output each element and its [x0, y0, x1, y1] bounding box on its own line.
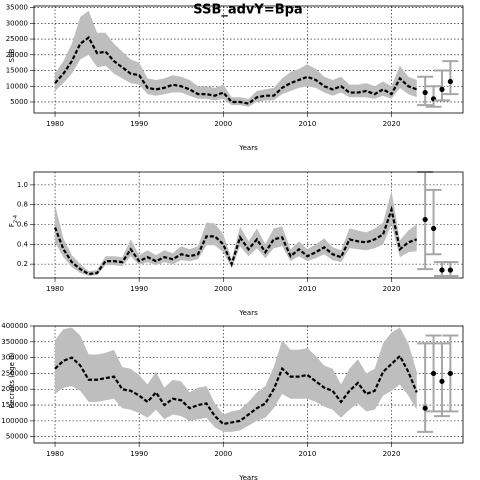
confidence-band — [55, 190, 417, 277]
y-tick-label: 0.8 — [17, 201, 28, 209]
y-axis-label: SSB — [8, 48, 16, 62]
x-tick-label: 2020 — [383, 450, 401, 458]
x-axis-label: Years — [238, 144, 258, 152]
x-tick-label: 1990 — [130, 120, 148, 128]
estimate-line — [54, 35, 418, 105]
x-tick-label: 1990 — [130, 285, 148, 293]
chart-title: SSB_advY=Bpa — [193, 3, 302, 18]
y-tick-label: 0.6 — [17, 221, 29, 229]
estimate-line — [54, 354, 418, 426]
y-tick-label: 5000 — [10, 98, 28, 106]
plot-frame — [33, 5, 464, 114]
x-tick-label: 2010 — [298, 120, 316, 128]
projection-point — [430, 370, 437, 377]
y-tick-label: 30000 — [6, 19, 28, 27]
y-tick-label: 1.0 — [17, 181, 28, 189]
y-tick-label: 0.2 — [17, 260, 28, 268]
x-tick-label: 1980 — [46, 120, 64, 128]
x-tick-label: 2010 — [298, 285, 316, 293]
y-tick-label: 150000 — [1, 401, 28, 409]
projection-point — [447, 370, 453, 377]
y-tick-label: 35000 — [6, 4, 28, 12]
y-axis-label: Recruits (age 0) — [8, 352, 16, 408]
x-axis-label: Years — [238, 474, 258, 480]
x-axis-label: Years — [238, 309, 258, 317]
projection-point — [422, 405, 428, 411]
projection-point — [439, 378, 445, 384]
projection-point — [430, 225, 437, 232]
y-tick-label: 10000 — [6, 82, 28, 90]
y-tick-label: 350000 — [1, 338, 28, 346]
x-tick-label: 1980 — [46, 450, 64, 458]
y-axis-label-text: SSB — [8, 48, 16, 62]
y-tick-label: 400000 — [1, 322, 28, 330]
x-tick-label: 2020 — [383, 120, 401, 128]
projection-point — [447, 267, 453, 273]
projection-point — [439, 86, 445, 92]
y-tick-label: 100000 — [1, 417, 28, 425]
x-tick-label: 2000 — [214, 120, 232, 128]
y-tick-label: 15000 — [6, 67, 28, 75]
x-tick-label: 2000 — [214, 450, 232, 458]
x-tick-label: 2010 — [298, 450, 316, 458]
y-axis-label-text: Recruits (age 0) — [8, 352, 16, 408]
x-tick-label: 2000 — [214, 285, 232, 293]
y-tick-label: 0.4 — [17, 240, 29, 248]
y-axis-label: F2-4 — [8, 215, 19, 227]
projection-point — [422, 89, 428, 96]
x-tick-label: 1980 — [46, 285, 64, 293]
x-tick-label: 1990 — [130, 450, 148, 458]
x-tick-label: 2020 — [383, 285, 401, 293]
y-axis-label-subscript: 2-4 — [13, 215, 19, 223]
y-tick-label: 200000 — [1, 385, 28, 393]
y-tick-label: 250000 — [1, 369, 28, 377]
y-tick-label: 20000 — [6, 51, 28, 59]
plot-frame — [33, 171, 464, 279]
y-axis-label-text: F — [8, 223, 16, 227]
y-tick-label: 25000 — [6, 35, 28, 43]
projection-point — [447, 78, 453, 85]
estimate-line — [54, 205, 418, 276]
confidence-band — [55, 10, 417, 107]
plot-frame — [33, 325, 464, 444]
confidence-band — [55, 327, 417, 432]
projection-point — [422, 216, 428, 223]
y-tick-label: 300000 — [1, 354, 28, 362]
projection-point — [439, 267, 445, 273]
y-tick-label: 50000 — [6, 433, 28, 441]
